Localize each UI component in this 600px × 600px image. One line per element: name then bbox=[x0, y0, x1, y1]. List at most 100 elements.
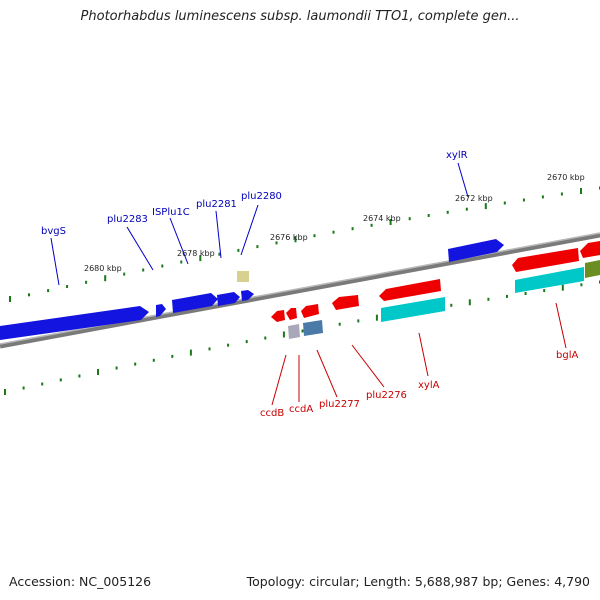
tick-major bbox=[561, 284, 564, 291]
gene-plu2281[interactable] bbox=[217, 292, 240, 306]
gene-xylA[interactable] bbox=[379, 279, 441, 301]
tick-minor bbox=[370, 223, 373, 227]
tick-minor bbox=[85, 280, 88, 284]
tick-minor bbox=[22, 386, 25, 390]
gene-edge-red[interactable] bbox=[580, 241, 600, 258]
label-plu2277: plu2277 bbox=[319, 399, 360, 410]
label-plu2281: plu2281 bbox=[196, 199, 237, 210]
tick-major bbox=[282, 331, 285, 338]
tick-minor bbox=[541, 195, 544, 199]
gene-plu2280[interactable] bbox=[241, 290, 254, 301]
tick-minor bbox=[580, 283, 583, 287]
tick-minor bbox=[351, 227, 354, 231]
reverse-genes bbox=[271, 241, 600, 339]
tick-major bbox=[104, 275, 107, 282]
tick-major bbox=[484, 203, 487, 210]
tick-minor bbox=[134, 362, 137, 366]
label-bvgS: bvgS bbox=[41, 226, 66, 237]
accession-text: Accession: NC_005126 bbox=[9, 574, 152, 589]
gene-ccdA[interactable] bbox=[286, 308, 297, 320]
tick-minor bbox=[408, 217, 411, 221]
tick-minor bbox=[142, 268, 145, 272]
tick-minor bbox=[115, 366, 118, 370]
cds-olive bbox=[585, 260, 600, 278]
gene-bglA[interactable] bbox=[512, 248, 579, 272]
tick-major bbox=[375, 314, 378, 321]
genome-backbone bbox=[0, 232, 600, 349]
tick-minor bbox=[208, 347, 211, 351]
tick-minor bbox=[227, 343, 230, 347]
tick-minor bbox=[66, 285, 69, 288]
tick-major bbox=[189, 349, 192, 356]
forward-leaders bbox=[50, 162, 469, 286]
tick-minor bbox=[543, 289, 546, 293]
tick-minor bbox=[152, 358, 155, 362]
gene-plu2277[interactable] bbox=[301, 304, 319, 318]
tick-major bbox=[294, 236, 297, 243]
tick-major bbox=[9, 296, 11, 302]
tick-minor bbox=[28, 293, 30, 297]
tick-minor bbox=[446, 210, 449, 214]
tick-major bbox=[389, 219, 392, 225]
tick-minor bbox=[465, 207, 468, 211]
label-plu2276: plu2276 bbox=[366, 390, 407, 401]
tick-minor bbox=[180, 260, 183, 264]
label-ccdA: ccdA bbox=[289, 404, 313, 415]
tick-minor bbox=[171, 354, 174, 358]
kbp-labels: 2680 kbp 2678 kbp 2676 kbp 2674 kbp 2672… bbox=[84, 173, 585, 273]
kbp-label-2672: 2672 kbp bbox=[455, 194, 493, 203]
tick-minor bbox=[41, 382, 44, 386]
label-xylA: xylA bbox=[418, 380, 440, 391]
tick-minor bbox=[78, 374, 81, 378]
tick-minor bbox=[59, 378, 62, 382]
tick-minor bbox=[506, 294, 508, 298]
kbp-label-2670: 2670 kbp bbox=[547, 173, 585, 182]
tick-major bbox=[4, 389, 6, 395]
tick-minor bbox=[275, 241, 278, 245]
cds-bglA bbox=[515, 267, 584, 293]
gene-ISPlu1C[interactable] bbox=[172, 293, 218, 313]
tick-minor bbox=[218, 252, 221, 256]
tick-minor bbox=[560, 192, 563, 196]
tick-minor bbox=[245, 340, 248, 344]
tick-minor bbox=[256, 245, 259, 249]
tick-minor bbox=[237, 248, 240, 252]
gene-xylR[interactable] bbox=[448, 239, 504, 262]
kbp-label-2676: 2676 kbp bbox=[270, 233, 308, 242]
tick-minor bbox=[357, 319, 360, 323]
tick-major bbox=[580, 188, 582, 194]
label-xylR: xylR bbox=[446, 150, 468, 161]
tick-minor bbox=[161, 264, 164, 268]
tick-minor bbox=[338, 322, 341, 326]
gene-ccdB[interactable] bbox=[271, 310, 285, 322]
reverse-leaders bbox=[271, 302, 567, 406]
map-title: Photorhabdus luminescens subsp. laumondi… bbox=[80, 9, 520, 24]
topology-summary: Topology: circular; Length: 5,688,987 bp… bbox=[246, 574, 590, 589]
tick-major bbox=[199, 255, 202, 262]
gene-bvgS[interactable] bbox=[0, 306, 149, 340]
cds-small-gray bbox=[288, 324, 300, 339]
tick-minor bbox=[427, 214, 430, 217]
tick-minor bbox=[487, 297, 490, 301]
gene-plu2276[interactable] bbox=[332, 295, 359, 310]
tick-major bbox=[97, 369, 99, 375]
tick-minor bbox=[450, 303, 453, 307]
tick-minor bbox=[332, 230, 335, 234]
tick-minor bbox=[264, 336, 267, 340]
tick-minor bbox=[524, 292, 527, 295]
label-bglA: bglA bbox=[556, 350, 578, 361]
tick-major bbox=[468, 299, 471, 306]
tick-minor bbox=[313, 234, 316, 238]
gene-plu2283[interactable] bbox=[156, 304, 166, 317]
label-ISPlu1C: ISPlu1C bbox=[152, 207, 190, 218]
kbp-label-2678: 2678 kbp bbox=[177, 249, 215, 258]
outer-tick-track bbox=[9, 186, 600, 302]
forward-genes bbox=[0, 239, 504, 340]
tick-minor bbox=[503, 201, 506, 205]
kbp-label-2674: 2674 kbp bbox=[363, 214, 401, 223]
label-plu2283: plu2283 bbox=[107, 214, 148, 225]
tick-minor bbox=[47, 289, 50, 293]
cds-small-steel bbox=[303, 320, 323, 336]
inner-tick-track bbox=[4, 280, 600, 395]
